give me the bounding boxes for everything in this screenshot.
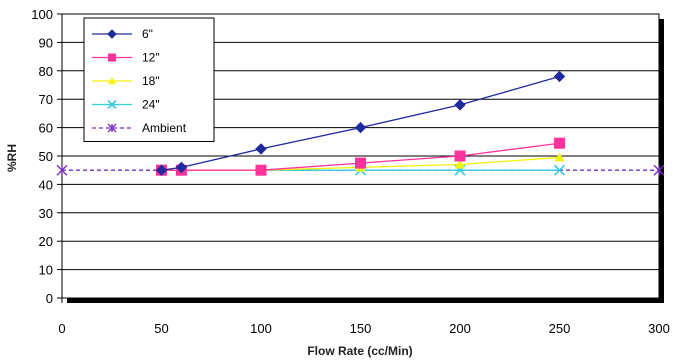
y-tick-label: 60 [39, 121, 53, 136]
data-point [355, 157, 366, 169]
series-6 [155, 70, 566, 176]
data-point [155, 164, 168, 176]
data-point [554, 137, 565, 149]
legend-label: 18" [142, 74, 160, 88]
data-point [553, 70, 566, 83]
data-point [354, 121, 367, 134]
legend-label: Ambient [142, 121, 187, 135]
data-point [653, 164, 665, 176]
x-axis-title: Flow Rate (cc/Min) [307, 344, 412, 358]
data-point [554, 152, 565, 162]
legend-item: 12" [92, 51, 160, 65]
data-point [255, 143, 267, 155]
x-tick-label: 300 [648, 321, 670, 336]
x-tick-label: 50 [154, 321, 168, 336]
legend-box [83, 17, 215, 142]
x-tick-label: 100 [250, 321, 272, 336]
y-tick-label: 100 [31, 7, 53, 22]
data-point [108, 53, 116, 62]
series-layer [56, 70, 665, 176]
legend-label: 24" [142, 98, 160, 112]
data-point [107, 29, 117, 39]
y-tick-label: 90 [39, 35, 53, 50]
y-tick-label: 70 [39, 92, 53, 107]
y-tick-label: 40 [39, 177, 53, 192]
legend-item: 18" [92, 74, 160, 88]
x-axis-tick-labels: 0 50 100 150 200 250 300 [58, 321, 669, 336]
y-axis-tick-labels: 0 10 20 30 40 50 60 70 80 90 100 [31, 7, 53, 306]
y-axis-title: %RH [5, 144, 19, 172]
legend-item: Ambient [92, 121, 187, 135]
x-tick-label: 250 [549, 321, 571, 336]
data-point [454, 99, 466, 111]
y-tick-label: 50 [39, 149, 53, 164]
data-point [107, 99, 117, 110]
legend: 6" 12" 18" 24" Ambient [83, 17, 215, 142]
x-tick-label: 150 [350, 321, 372, 336]
data-point [454, 150, 466, 162]
y-tick-label: 10 [39, 263, 53, 278]
y-tick-label: 20 [39, 234, 53, 249]
axes [57, 13, 660, 303]
data-point [553, 164, 566, 176]
legend-item: 24" [92, 98, 160, 112]
data-point [108, 77, 116, 85]
legend-label: 6" [142, 27, 153, 41]
y-tick-label: 0 [46, 291, 53, 306]
x-tick-label: 200 [449, 321, 471, 336]
data-point [255, 164, 267, 176]
x-tick-label: 0 [58, 321, 65, 336]
legend-item: 6" [92, 27, 153, 41]
data-point [56, 164, 68, 176]
y-tick-label: 30 [39, 206, 53, 221]
data-point [455, 159, 465, 169]
data-point [175, 161, 188, 174]
data-point [107, 123, 117, 133]
y-tick-label: 80 [39, 64, 53, 79]
legend-label: 12" [142, 51, 160, 65]
